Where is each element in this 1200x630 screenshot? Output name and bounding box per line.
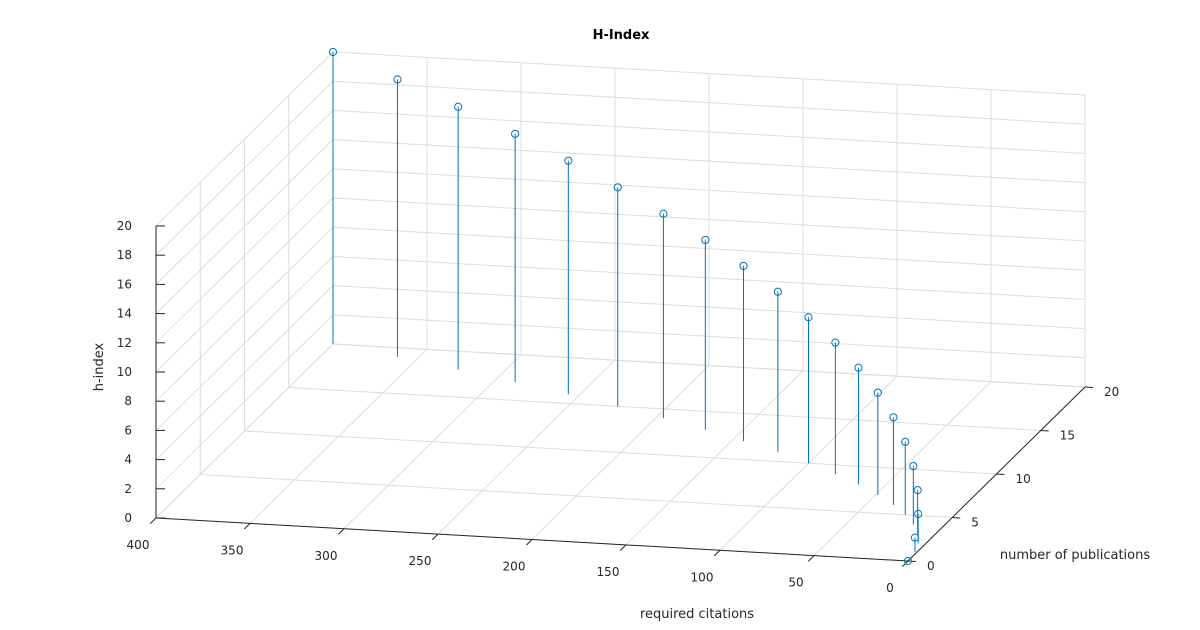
x-tick [619,544,627,551]
x-tick-label: 400 [127,538,150,552]
ticks: 0501001502002503003504000510152002468101… [117,219,1120,595]
stem-marker [454,102,463,111]
stem-marker [909,461,918,471]
stem-marker [613,183,622,192]
z-tick-label: 16 [117,277,132,291]
side-wall-grid-line [155,285,334,460]
x-tick [243,523,251,530]
y-tick-label: 5 [971,516,979,530]
z-tick-label: 8 [124,394,132,408]
x-tick-label: 250 [409,554,432,568]
stem-marker [903,556,913,566]
x-tick [431,533,439,541]
stem-marker [659,209,668,218]
x-tick [337,528,345,535]
axes [155,226,1086,562]
side-wall-grid-line [155,226,334,402]
x-tick-label: 300 [315,549,338,563]
z-tick-label: 0 [124,511,132,525]
z-tick-label: 4 [124,453,132,467]
stem-marker [913,486,922,495]
stem-marker [564,156,573,165]
stem-marker [739,261,748,271]
side-wall-grid-line [155,343,334,519]
side-wall-grid-line [155,314,334,490]
y-tick-label: 10 [1016,472,1031,486]
z-tick-label: 18 [117,248,132,262]
side-wall-grid-line [155,110,334,285]
y-tick-label: 20 [1104,385,1119,399]
back-wall-grid-line [332,51,1086,96]
floor-grid-line [200,474,953,518]
back-wall-grid-line [332,80,1086,125]
z-tick-label: 10 [117,365,132,379]
floor-grid-line [244,430,997,475]
side-wall-grid-line [155,80,334,256]
side-wall-grid-line [155,51,334,227]
stem-marker [511,129,520,138]
stem-marker [914,509,923,519]
side-wall-grid-line [155,168,334,344]
floor-grid-line [288,387,1041,431]
x-tick-label: 100 [691,570,714,584]
x-tick-label: 200 [503,560,526,574]
x-axis-label: required citations [640,607,754,622]
stem-marker [854,363,863,372]
z-tick-label: 12 [117,336,132,350]
y-axis-label: number of publications [1000,548,1151,563]
stem-marker [773,287,782,296]
stem-marker [701,235,710,245]
x-tick-label: 50 [788,576,803,590]
x-tick [149,517,157,524]
x-tick-label: 0 [886,581,894,595]
stem-marker [393,75,402,84]
z-axis-label: h-index [92,342,107,391]
x-tick-label: 350 [221,543,244,557]
stem-series [328,47,923,566]
chart-title: H-Index [593,28,650,43]
stem-marker [873,388,882,397]
x-tick [525,539,533,546]
stem-marker [910,533,920,542]
y-tick-label: 15 [1060,429,1075,443]
stem-marker [901,437,910,446]
z-tick-label: 20 [117,219,132,233]
stem-marker [889,413,898,422]
stem-marker [831,338,840,347]
z-tick-label: 14 [117,307,132,321]
x-tick [713,549,721,557]
stem-marker [328,47,338,57]
side-wall-grid-line [155,197,334,373]
grid [155,51,1086,562]
z-tick-label: 6 [124,423,132,437]
side-wall-grid-line [155,139,334,314]
stem-marker [804,313,813,322]
y-tick-label: 0 [927,559,935,573]
z-tick-label: 2 [124,482,132,496]
side-wall-grid-line [155,256,334,431]
x-tick [807,555,815,562]
x-tick-label: 150 [597,565,620,579]
